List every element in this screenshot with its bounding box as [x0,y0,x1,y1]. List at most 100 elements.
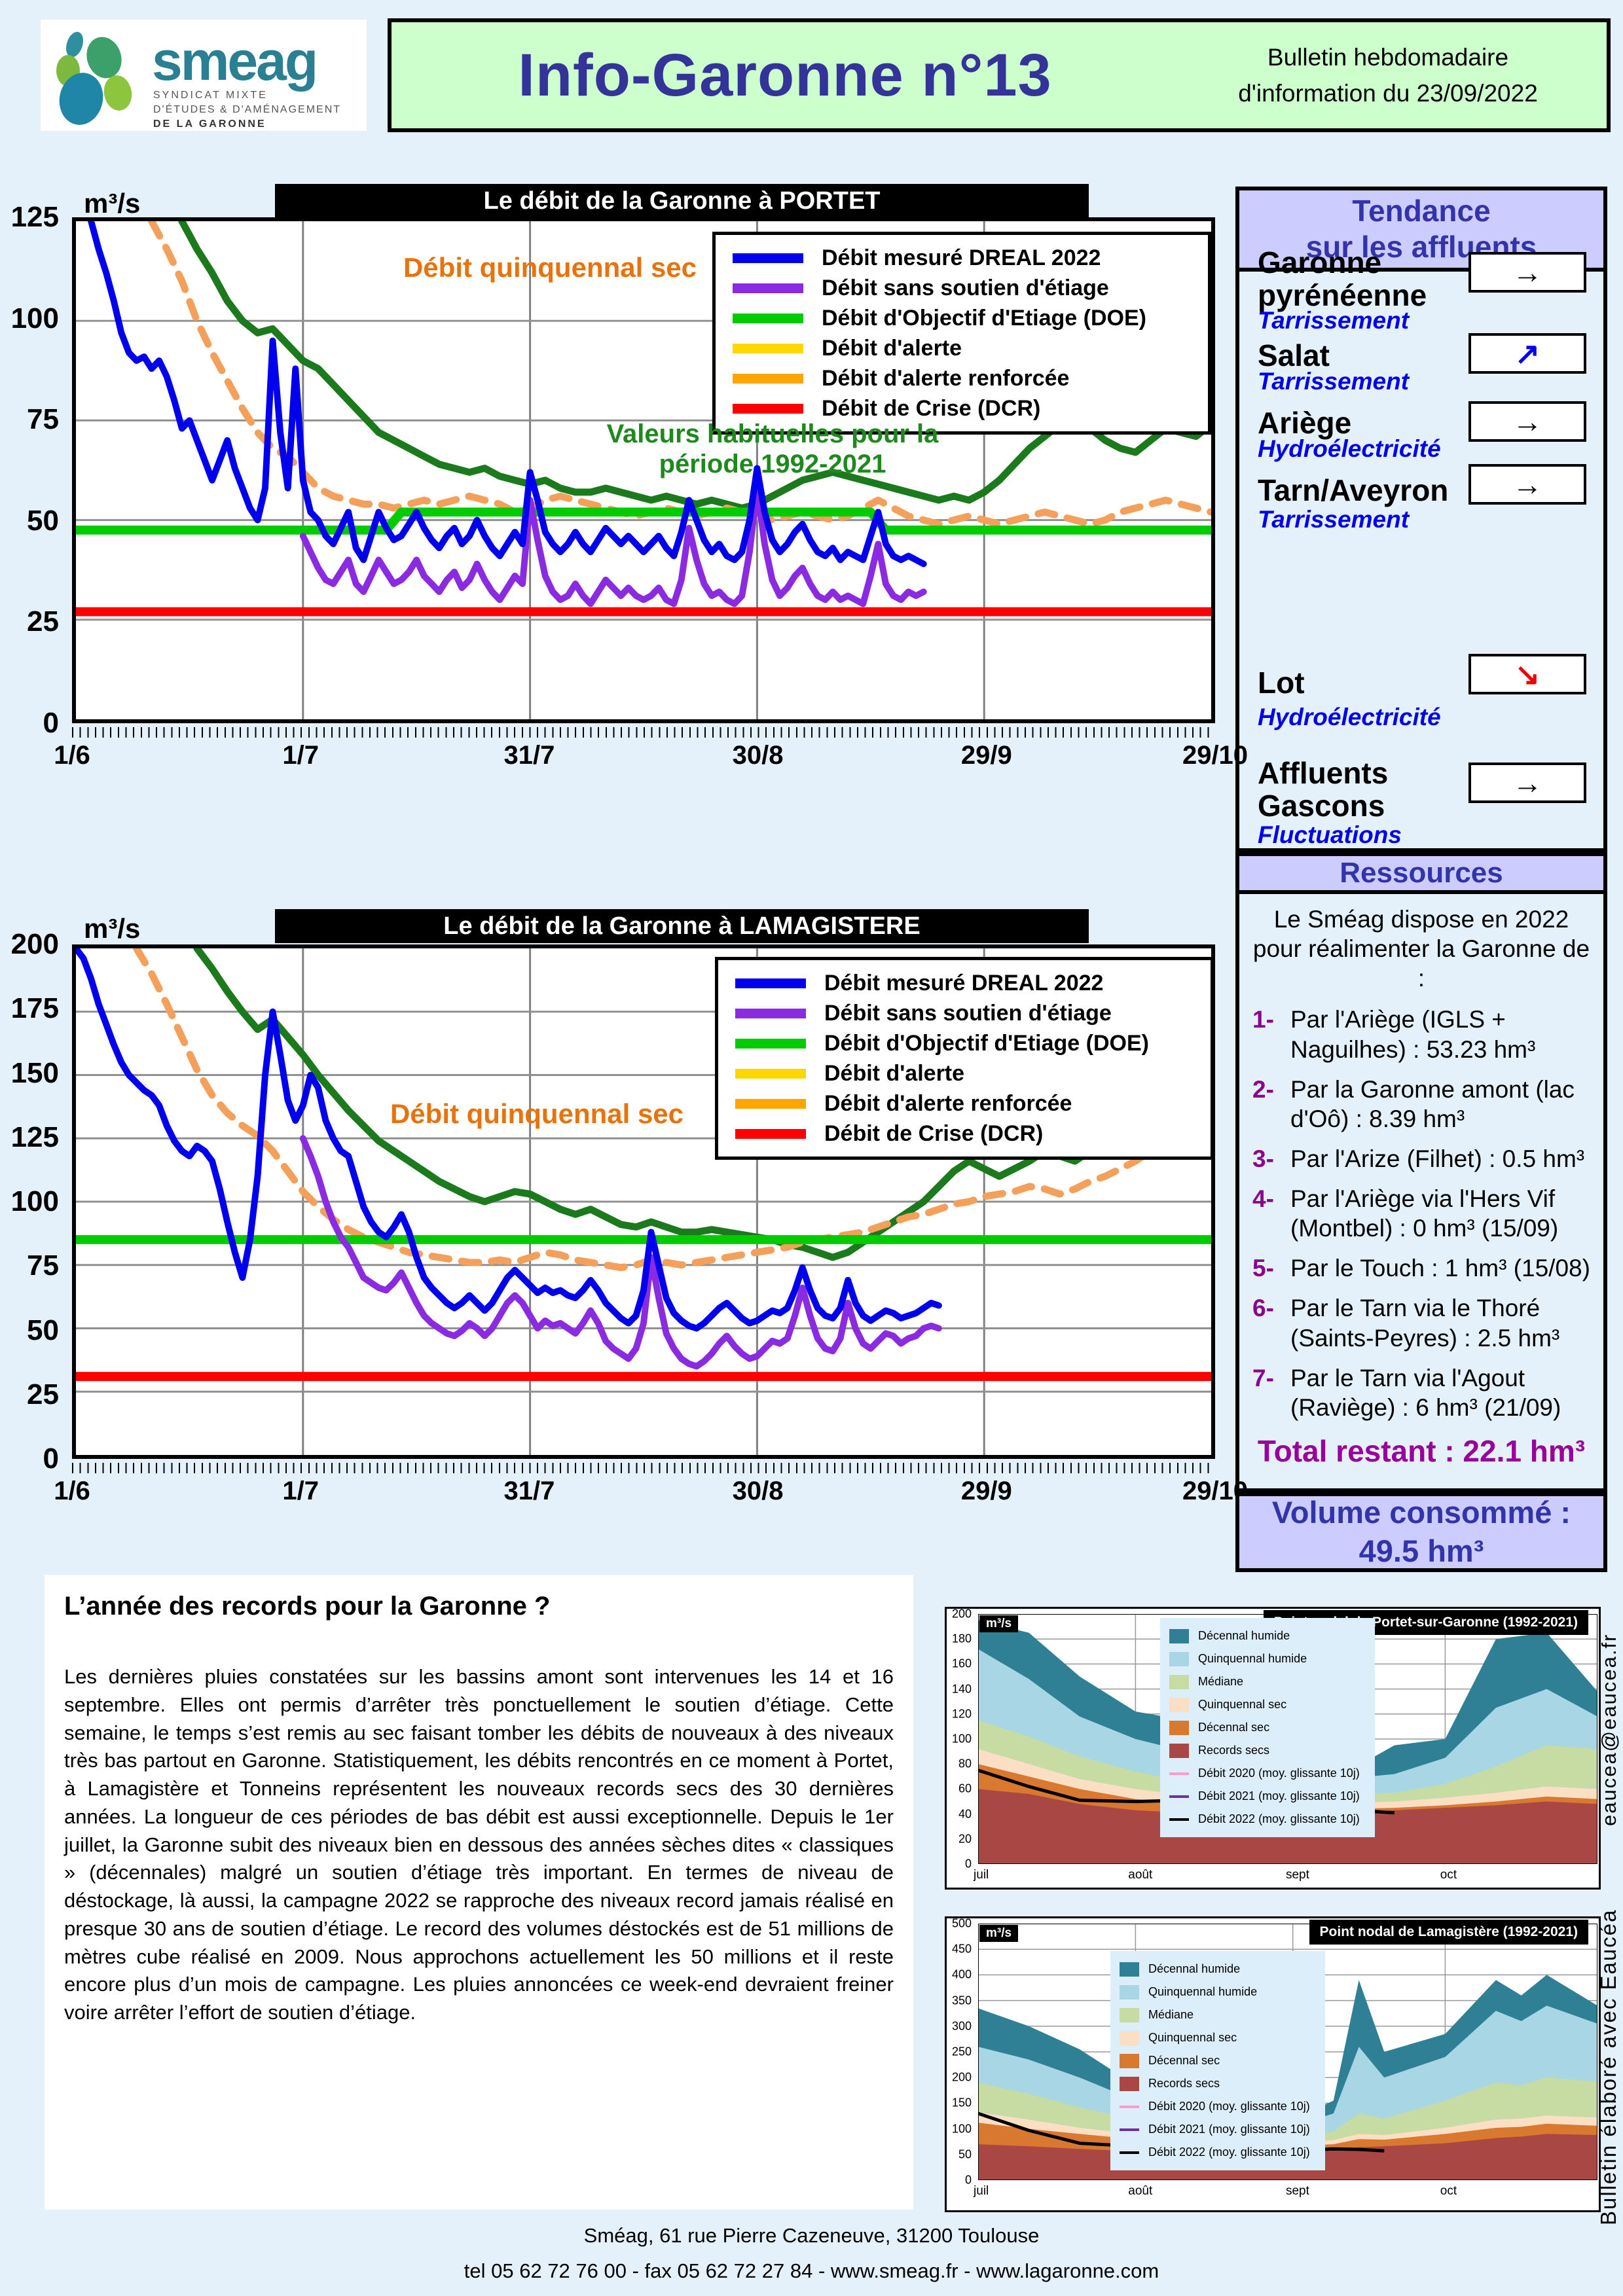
legend-swatch [1120,1984,1139,2000]
legend-swatch [1169,1674,1189,1689]
ressource-item: 3- Par l'Arize (Filhet) : 0.5 hm³ [1252,1144,1590,1174]
y-tick-label: 20 [958,1832,972,1846]
legend-entry: Débit 2020 (moy. glissante 10j) [1169,1762,1366,1785]
y-tick-label: 300 [951,2019,972,2033]
x-tick-label: juil [974,1868,989,1882]
legend-swatch [1169,1743,1189,1758]
legend-entry: Débit de Crise (DCR) [716,393,1208,423]
trend-down-right-arrow-icon: ↘ [1514,657,1541,691]
trend-arrow-box: → [1468,464,1586,505]
logo-subline-3: DE LA GARONNE [153,118,266,130]
x-tick-label: 31/7 [503,741,555,770]
ressource-item-number: 2- [1252,1075,1274,1103]
legend-label: Débit de Crise (DCR) [824,1121,1044,1146]
portet-nodal-x-axis: juil août sept oct [974,1868,1597,1888]
trend-arrow-box: ↗ [1468,333,1586,374]
x-tick-label: 1/7 [282,1477,319,1505]
trend-right-arrow-icon: → [1512,766,1542,800]
ressource-item: 7- Par le Tarn via l'Agout (Raviège) : 6 … [1252,1363,1590,1422]
y-tick-label: 180 [951,1632,972,1645]
legend-swatch [735,1008,806,1018]
legend-swatch [735,1068,806,1079]
portet-y-axis: 125 100 75 50 25 0 [0,201,63,739]
lamagistere-nodal-x-axis: juil août sept oct [974,2184,1597,2204]
portet-nodal-y-axis: 200 180 160 140 120 100 80 60 40 20 0 [949,1607,976,1871]
lamagistere-nodal-title: Point nodal de Lamagistère (1992-2021) [1309,1920,1588,1945]
trend-right-arrow-icon: → [1512,467,1542,501]
x-tick-label: juil [974,2184,989,2198]
portet-nodal-legend: Décennal humide Quinquennal humide Médiane… [1160,1618,1375,1837]
lamagistere-nodal-legend: Décennal humide Quinquennal humide Médiane… [1110,1951,1325,2170]
trend-up-right-arrow-icon: ↗ [1514,336,1541,370]
legend-entry: Décennal humide [1120,1958,1316,1981]
legend-entry: Débit 2022 (moy. glissante 10j) [1120,2141,1316,2164]
lamagistere-chart-title: Le débit de la Garonne à LAMAGISTERE [275,909,1089,943]
legend-line-swatch [1120,2151,1139,2154]
bulletin-date: Bulletin hebdomadaire d'information du 2… [1238,43,1538,107]
y-tick-label: 100 [951,1732,972,1746]
logo-subline-1: SYNDICAT MIXTE [153,90,268,101]
legend-entry: Débit sans soutien d'étiage [718,998,1211,1028]
legend-entry: Débit d'Objectif d'Etiage (DOE) [716,303,1208,333]
tributary-name: Tarn/Aveyron [1258,473,1449,507]
ressource-item-text: Par la Garonne amont (lac d'Oô) : 8.39 h… [1290,1075,1575,1132]
tributary-status: Fluctuations [1258,821,1402,848]
legend-label: Débit d'Objectif d'Etiage (DOE) [824,1030,1149,1056]
legend-swatch [733,403,803,414]
legend-label: Débit d'Objectif d'Etiage (DOE) [822,305,1146,331]
legend-label: Débit mesuré DREAL 2022 [822,245,1101,270]
legend-entry: Débit d'Objectif d'Etiage (DOE) [718,1028,1211,1058]
x-tick-label: août [1128,2184,1153,2198]
legend-label: Débit de Crise (DCR) [822,395,1041,421]
y-tick-label: 120 [951,1707,972,1721]
x-tick-label: 1/6 [54,1477,90,1505]
ressources-intro: Le Sméag dispose en 2022 pour réalimente… [1252,906,1590,992]
trend-right-arrow-icon: → [1512,255,1542,289]
tributary-status: Tarrissement [1258,506,1410,533]
y-tick-label: 200 [10,928,59,960]
portet-nodal-unit: m³/s [979,1615,1019,1632]
y-tick-label: 75 [27,1249,59,1282]
legend-label: Débit 2021 (moy. glissante 10j) [1148,2123,1310,2136]
y-tick-label: 200 [951,2070,972,2084]
legend-label: Quinquennal sec [1198,1698,1287,1711]
ressource-item: 1- Par l'Ariège (IGLS + Naguilhes) : 53.2… [1252,1005,1590,1064]
legend-label: Records secs [1198,1744,1270,1757]
legend-label: Quinquennal humide [1148,1985,1258,1998]
legend-entry: Décennal sec [1120,2049,1316,2072]
legend-label: Médiane [1148,2008,1194,2021]
portet-annotation-quinquennal: Débit quinquennal sec [403,252,697,283]
legend-entry: Décennal sec [1169,1716,1366,1739]
x-tick-label: 1/7 [282,741,319,770]
y-tick-label: 450 [951,1942,972,1956]
x-tick-label: oct [1440,2184,1457,2198]
ressource-item: 4- Par l'Ariège via l'Hers Vif (Montbel) … [1252,1184,1590,1243]
y-tick-label: 125 [10,201,59,233]
x-tick-label: 1/6 [54,741,90,770]
y-tick-label: 500 [951,1916,972,1930]
legend-swatch [733,373,803,384]
portet-minor-ticks [72,727,1215,738]
legend-entry: Records secs [1120,2072,1316,2095]
header-banner: Info-Garonne n°13 Bulletin hebdomadaire … [388,18,1611,132]
legend-label: Débit d'alerte renforcée [822,365,1070,391]
article-title: L’année des records pour la Garonne ? [64,1592,551,1621]
lamagistere-unit-label: m³/s [84,913,141,944]
legend-entry: Débit sans soutien d'étiage [716,273,1208,303]
eaucea-email-note: eaucea@eaucea.fr [1597,1633,1620,1826]
x-tick-label: août [1128,1868,1153,1882]
article-panel: L’année des records pour la Garonne ? Le… [45,1575,913,2210]
y-tick-label: 25 [27,1378,59,1410]
volume-consomme-box: Volume consommé : 49.5 hm³ [1235,1492,1607,1572]
legend-label: Décennal sec [1198,1721,1270,1734]
legend-entry: Décennal humide [1169,1624,1366,1647]
portet-legend: Débit mesuré DREAL 2022 Débit sans soutie… [712,232,1211,435]
legend-entry: Débit 2021 (moy. glissante 10j) [1169,1785,1366,1808]
legend-entry: Débit d'alerte [716,333,1208,363]
legend-label: Débit 2022 (moy. glissante 10j) [1148,2145,1310,2159]
lamagistere-legend: Débit mesuré DREAL 2022 Débit sans soutie… [715,957,1214,1160]
y-tick-label: 150 [10,1056,59,1089]
legend-entry: Médiane [1169,1670,1366,1693]
tributary-name: Ariège [1258,406,1352,440]
x-tick-label: 30/8 [732,1477,784,1505]
